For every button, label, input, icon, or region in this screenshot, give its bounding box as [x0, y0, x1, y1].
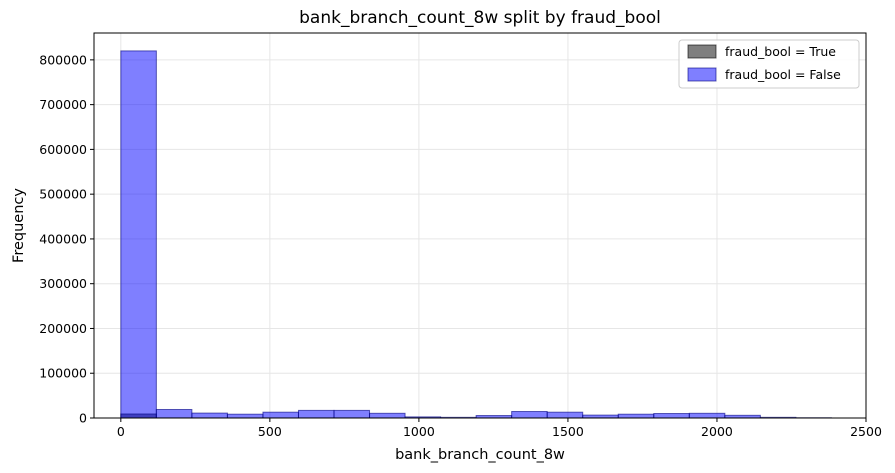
x-tick-label: 2000 [701, 424, 733, 439]
bar-fraud-false [262, 411, 299, 419]
plot-frame [93, 32, 867, 419]
x-axis-ticks: 0 500 1000 1500 2000 2500 [117, 418, 882, 439]
legend: fraud_bool = True fraud_bool = False [678, 39, 860, 89]
x-tick-label: 0 [117, 424, 125, 439]
y-tick-label: 800000 [39, 52, 87, 67]
bars [120, 50, 832, 419]
x-tick-label: 1000 [403, 424, 435, 439]
bar-fraud-false [653, 413, 690, 419]
y-tick-label: 700000 [39, 97, 87, 112]
grid-lines [94, 33, 867, 419]
x-axis-label: bank_branch_count_8w [395, 447, 565, 463]
bar-fraud-false [297, 409, 335, 419]
bar-fraud-false [688, 412, 726, 419]
y-axis-ticks: 0 100000 200000 300000 400000 500000 600000 700… [39, 52, 94, 426]
y-axis-label: Frequency [11, 188, 27, 263]
x-tick-label: 2500 [850, 424, 882, 439]
y-tick-label: 300000 [39, 276, 87, 291]
x-tick-label: 1500 [552, 424, 584, 439]
y-tick-label: 400000 [39, 231, 87, 246]
bar-fraud-false [546, 411, 584, 419]
y-tick-label: 0 [79, 411, 87, 426]
bar-fraud-false [226, 413, 264, 419]
y-tick-label: 500000 [39, 187, 87, 202]
legend-label-true: fraud_bool = True [725, 44, 836, 59]
legend-swatch-false [687, 67, 717, 82]
chart-title: bank_branch_count_8w split by fraud_bool [299, 8, 661, 28]
bar-fraud-false [511, 411, 548, 419]
bar-fraud-false [369, 412, 406, 419]
bar-fraud-false [191, 412, 228, 419]
bar-fraud-false [333, 409, 371, 419]
y-tick-label: 100000 [39, 366, 87, 381]
x-tick-label: 500 [258, 424, 282, 439]
legend-frame [678, 39, 860, 89]
y-tick-label: 600000 [39, 142, 87, 157]
bar-fraud-false [120, 50, 157, 419]
legend-swatch-true [687, 44, 717, 59]
bar-fraud-false [155, 408, 193, 419]
bar-fraud-false [617, 413, 655, 419]
legend-label-false: fraud_bool = False [725, 67, 841, 82]
y-tick-label: 200000 [39, 321, 87, 336]
